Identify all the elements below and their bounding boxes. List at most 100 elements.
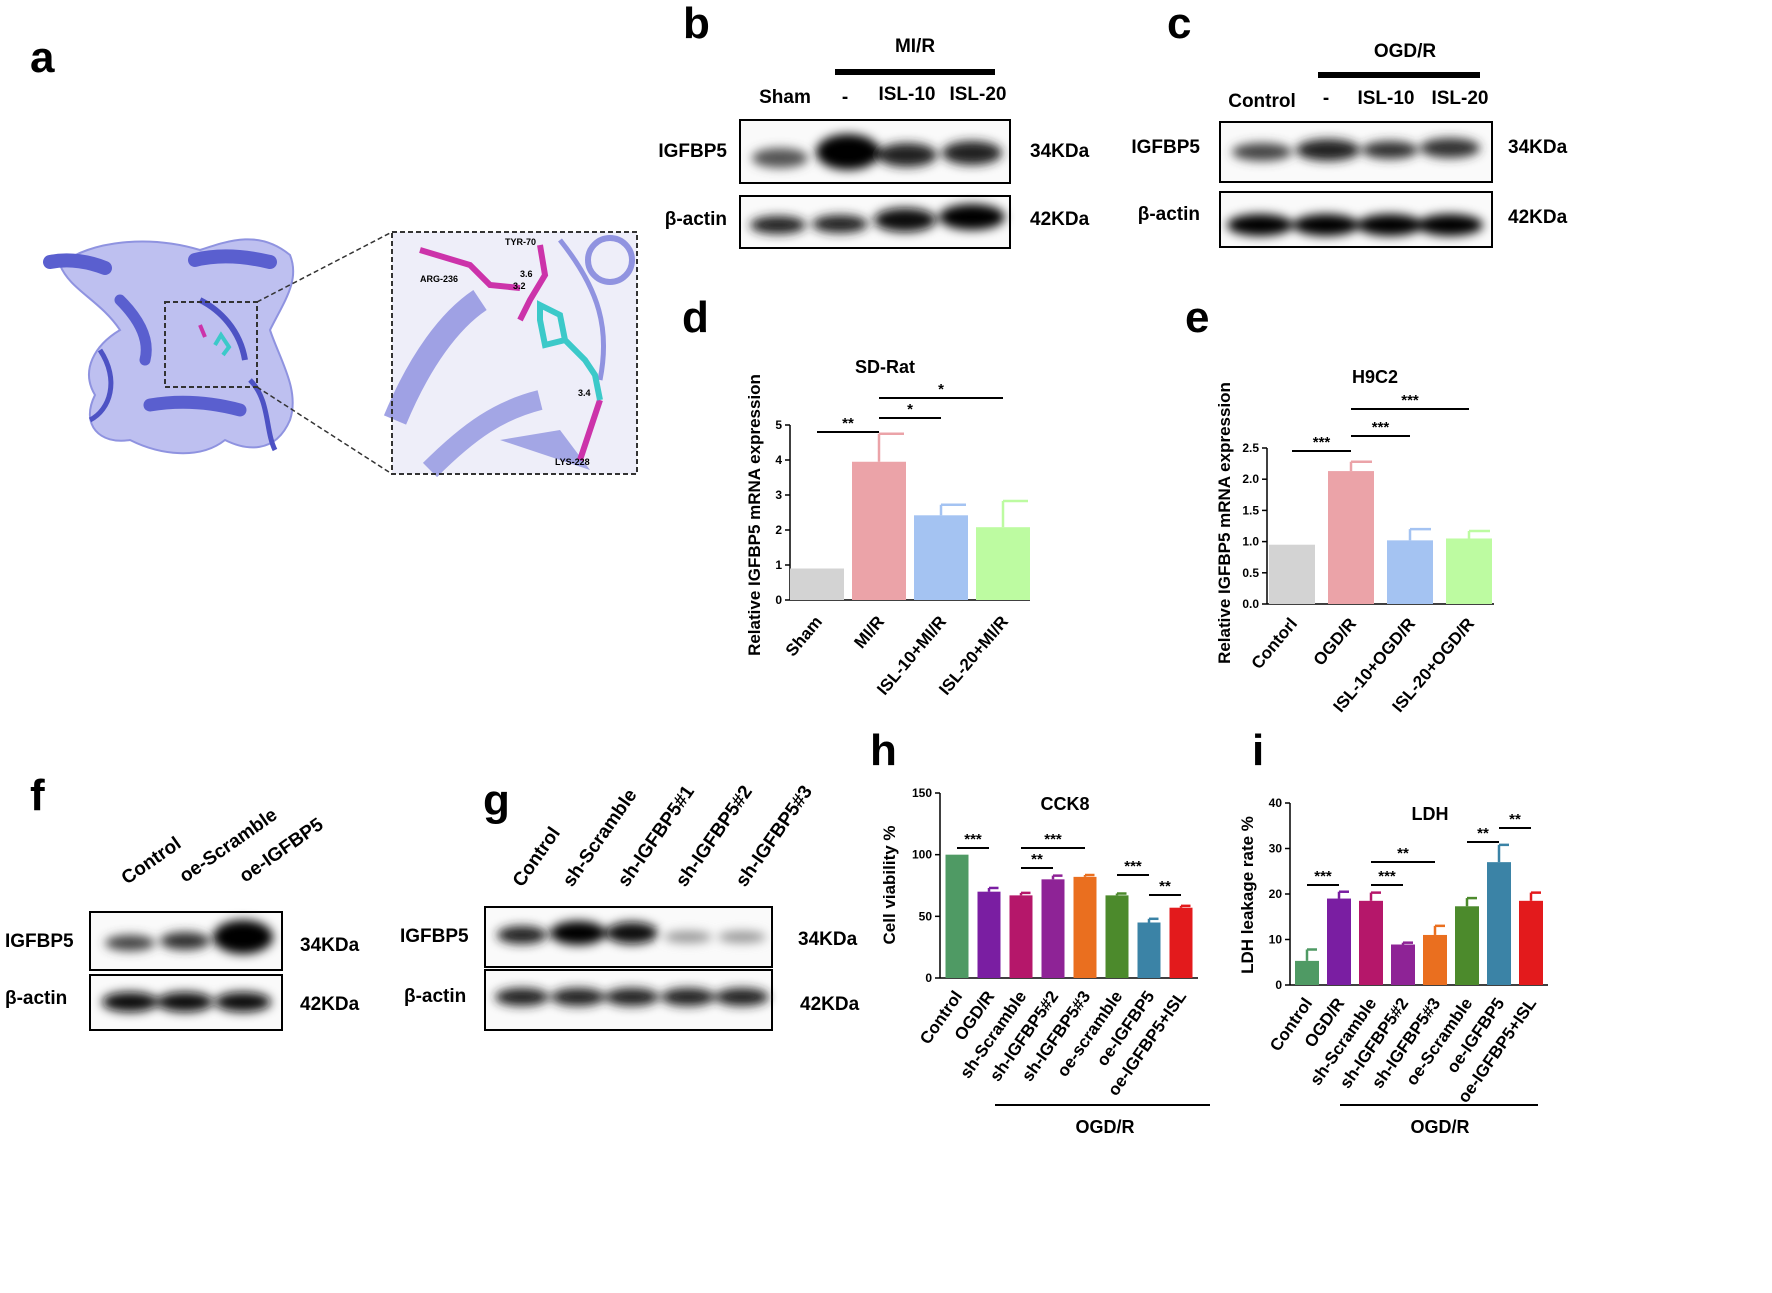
bar <box>1073 876 1097 978</box>
blot-b-protein-label: β-actin <box>665 209 727 230</box>
bar <box>1387 540 1433 604</box>
blot-c-group-label: OGD/R <box>1374 41 1437 62</box>
panel-letter-a: a <box>30 33 55 82</box>
y-tick-label: 10 <box>1269 933 1283 947</box>
y-tick-label: 0 <box>925 971 932 985</box>
western-blot-f: Control oe-Scramble oe-IGFBP5 IGFBP5 β-a… <box>5 804 360 1031</box>
blot-b-lane-label: Sham <box>759 87 811 108</box>
blot-c-protein-label: IGFBP5 <box>1131 137 1200 158</box>
blot-g-size-label: 34KDa <box>798 929 858 950</box>
chart-d: 0 1 2 3 4 5 SD-Rat Relative IGFBP5 mRNA express… <box>745 357 1030 699</box>
significance-label: *** <box>1401 392 1419 409</box>
group-label: OGD/R <box>1075 1117 1134 1137</box>
panel-letter-g: g <box>483 776 510 825</box>
bar-charts: 0 1 2 3 4 5 SD-Rat Relative IGFBP5 mRNA express… <box>745 357 1548 1137</box>
blot-b-size-label: 42KDa <box>1030 209 1090 230</box>
y-axis-label: Cell viability % <box>880 825 899 944</box>
bar <box>1269 544 1315 604</box>
bar <box>1455 906 1479 985</box>
significance-label: ** <box>1477 825 1489 842</box>
y-tick-label: 1 <box>775 558 782 572</box>
distance-label-3: 3.4 <box>578 388 591 398</box>
significance-label: ** <box>1509 811 1521 828</box>
y-tick-label: 0 <box>775 593 782 607</box>
y-tick-label: 2.0 <box>1242 472 1259 486</box>
blot-c-lane-label: ISL-20 <box>1431 88 1488 109</box>
blot-b-lane-label: ISL-20 <box>949 84 1006 105</box>
y-tick-label: 30 <box>1269 842 1283 856</box>
y-axis-label: LDH leakage rate % <box>1238 816 1257 974</box>
y-tick-label: 40 <box>1269 796 1283 810</box>
bar <box>1009 895 1033 978</box>
panel-letter-d: d <box>682 293 709 342</box>
significance-label: * <box>938 381 944 398</box>
category-label: Contorl <box>1248 614 1301 673</box>
distance-label-1: 3.6 <box>520 269 533 279</box>
y-tick-label: 2.5 <box>1242 441 1259 455</box>
significance-label: *** <box>1314 868 1332 885</box>
significance-label: * <box>907 401 913 418</box>
panel-letter-i: i <box>1252 726 1264 775</box>
blot-g-protein-label: β-actin <box>404 986 466 1007</box>
blot-f-lane-label: Control <box>118 833 185 889</box>
bar <box>1328 471 1374 604</box>
y-axis-label: Relative IGFBP5 mRNA expression <box>745 374 764 656</box>
chart-title: H9C2 <box>1352 367 1398 387</box>
blot-f-size-label: 42KDa <box>300 994 360 1015</box>
bar <box>1137 922 1161 978</box>
bar <box>1169 907 1193 978</box>
western-blot-b: MI/R Sham - ISL-10 ISL-20 IGFBP5 β-actin… <box>658 36 1090 249</box>
panel-letter-b: b <box>683 0 710 48</box>
bar <box>1423 934 1447 985</box>
panel-letter-e: e <box>1185 293 1209 342</box>
significance-label: ** <box>1397 845 1409 862</box>
bar <box>1295 960 1319 985</box>
y-tick-label: 2 <box>775 523 782 537</box>
chart-e: 0.0 0.5 1.0 1.5 2.0 2.5 H9C2 Relative IGFBP5 mR… <box>1215 367 1494 716</box>
y-tick-label: 50 <box>919 909 933 923</box>
chart-title: LDH <box>1412 804 1449 824</box>
significance-label: ** <box>1031 851 1043 868</box>
y-tick-label: 4 <box>775 453 782 467</box>
panel-letter-f: f <box>30 771 45 820</box>
panel-letter-c: c <box>1167 0 1191 48</box>
docking-zoom: TYR-70 ARG-236 LYS-228 3.6 3.2 3.4 <box>383 231 638 478</box>
bar <box>1359 900 1383 985</box>
distance-label-2: 3.2 <box>513 281 526 291</box>
y-axis-label: Relative IGFBP5 mRNA expression <box>1215 382 1234 664</box>
y-tick-label: 0.0 <box>1242 597 1259 611</box>
blot-c-protein-label: β-actin <box>1138 204 1200 225</box>
blot-g-size-label: 42KDa <box>800 994 860 1015</box>
blot-b-size-label: 34KDa <box>1030 141 1090 162</box>
group-label: OGD/R <box>1410 1117 1469 1137</box>
bar <box>852 461 906 600</box>
bar <box>914 515 968 600</box>
significance-label: *** <box>964 831 982 848</box>
western-blot-g: Control sh-Scramble sh-IGFBP5#1 sh-IGFBP… <box>400 782 860 1031</box>
blot-f-size-label: 34KDa <box>300 935 360 956</box>
y-tick-label: 100 <box>912 848 932 862</box>
significance-label: *** <box>1124 858 1142 875</box>
y-tick-label: 0 <box>1275 978 1282 992</box>
significance-label: ** <box>842 415 854 432</box>
bar <box>976 527 1030 600</box>
bar <box>977 891 1001 978</box>
chart-title: CCK8 <box>1040 794 1089 814</box>
significance-label: ** <box>1159 878 1171 895</box>
blot-c-lane-label: Control <box>1228 91 1296 112</box>
category-label: MI/R <box>850 612 888 652</box>
bar <box>945 854 969 978</box>
blot-g-protein-label: IGFBP5 <box>400 926 469 947</box>
panel-letter-h: h <box>870 726 897 775</box>
bar <box>1487 862 1511 985</box>
blot-b-lane-label: ISL-10 <box>878 84 935 105</box>
bar <box>790 568 844 600</box>
residue-lys-label: LYS-228 <box>555 457 590 467</box>
bar <box>1519 900 1543 985</box>
y-tick-label: 0.5 <box>1242 566 1259 580</box>
significance-label: *** <box>1313 434 1331 451</box>
blot-c-size-label: 42KDa <box>1508 207 1568 228</box>
category-label: OGD/R <box>1310 614 1360 669</box>
